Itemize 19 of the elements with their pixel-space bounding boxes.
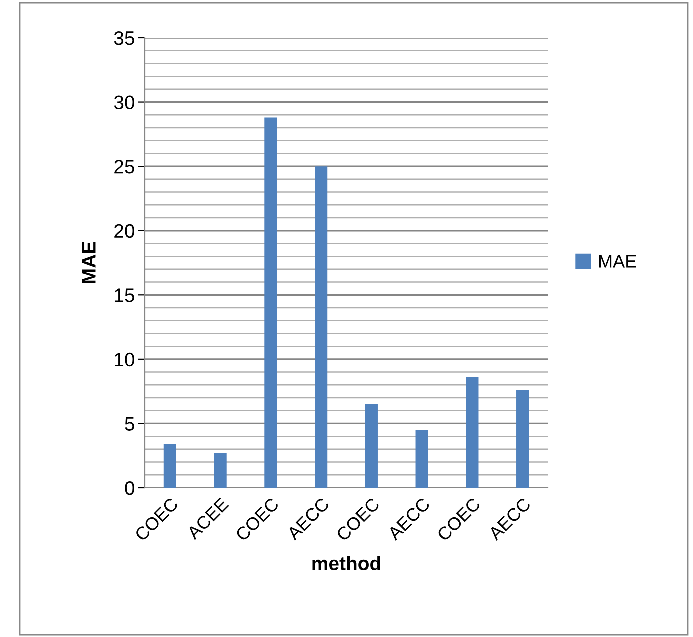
legend-label: MAE bbox=[599, 255, 636, 268]
y-tick-label: 10 bbox=[115, 352, 135, 367]
bar bbox=[164, 444, 176, 488]
y-tick-label: 20 bbox=[114, 224, 135, 238]
x-axis-title: method bbox=[312, 556, 380, 571]
y-tick-label: 0 bbox=[125, 481, 135, 496]
bar bbox=[315, 166, 328, 488]
bar bbox=[416, 430, 428, 488]
bar bbox=[214, 453, 227, 488]
y-tick-label: 15 bbox=[115, 288, 134, 302]
y-tick-label: 35 bbox=[114, 31, 134, 46]
y-tick-label: 5 bbox=[125, 417, 134, 431]
bar bbox=[466, 377, 479, 488]
bar bbox=[365, 404, 378, 488]
bar bbox=[516, 390, 530, 488]
y-tick-label: 30 bbox=[114, 96, 135, 110]
y-axis-title: MAE bbox=[82, 242, 96, 284]
bar bbox=[264, 118, 278, 488]
y-tick-label: 25 bbox=[114, 160, 134, 174]
